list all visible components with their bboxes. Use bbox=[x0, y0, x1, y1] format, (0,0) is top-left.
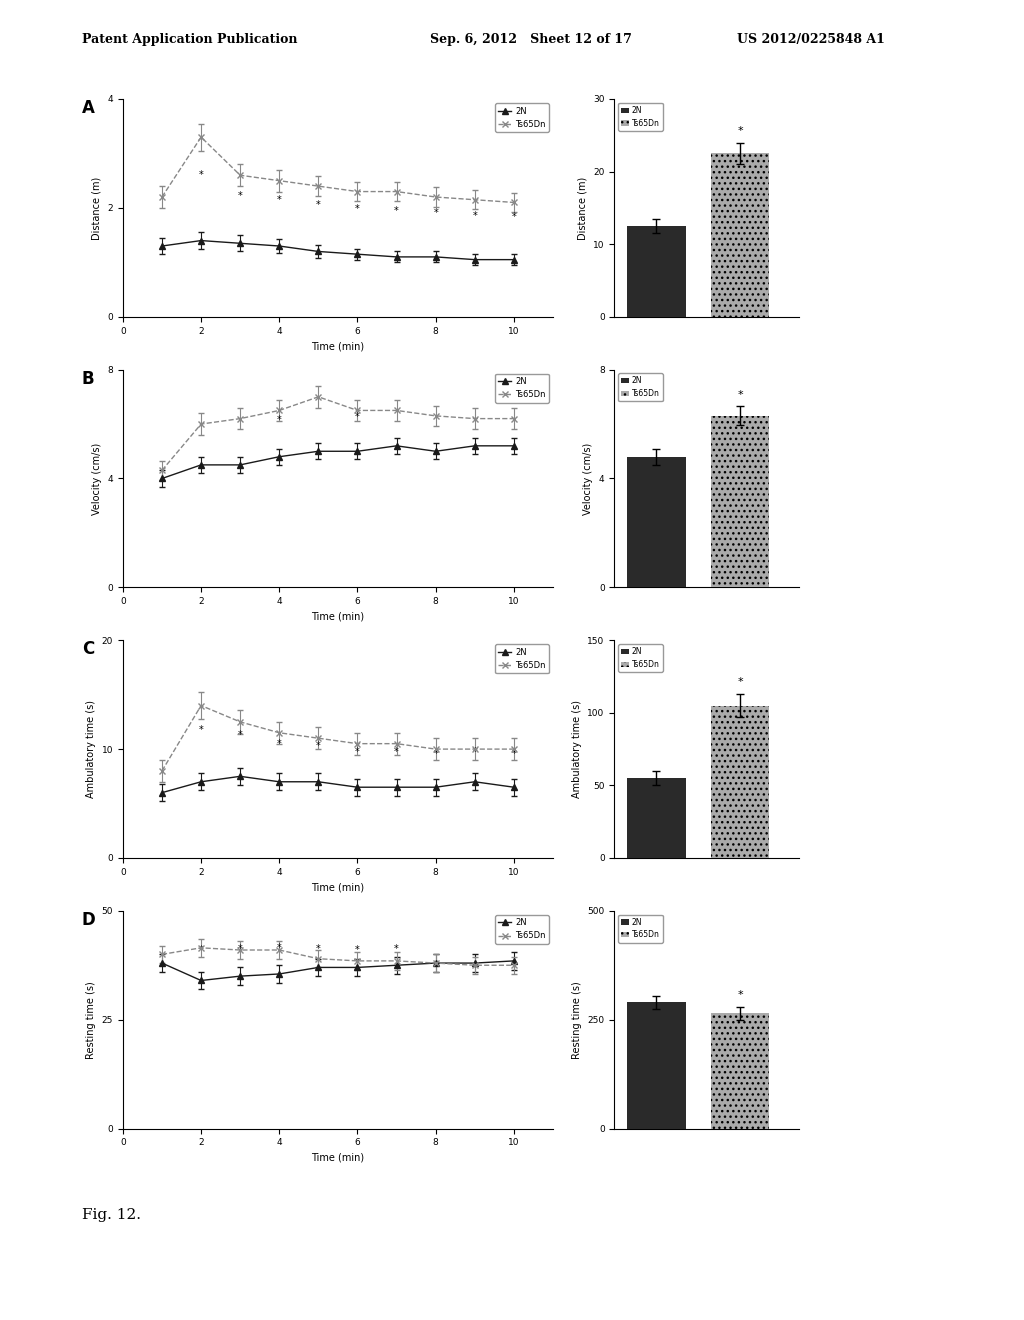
Text: Fig. 12.: Fig. 12. bbox=[82, 1208, 141, 1222]
X-axis label: Time (min): Time (min) bbox=[311, 611, 365, 622]
Text: D: D bbox=[82, 911, 95, 929]
Text: *: * bbox=[472, 211, 477, 220]
Text: *: * bbox=[737, 677, 742, 688]
Y-axis label: Ambulatory time (s): Ambulatory time (s) bbox=[571, 700, 582, 799]
Text: *: * bbox=[238, 190, 243, 201]
Legend: 2N, Ts65Dn: 2N, Ts65Dn bbox=[618, 915, 663, 942]
Text: *: * bbox=[472, 747, 477, 756]
Legend: 2N, Ts65Dn: 2N, Ts65Dn bbox=[495, 103, 549, 132]
Text: *: * bbox=[355, 205, 359, 214]
Y-axis label: Velocity (cm/s): Velocity (cm/s) bbox=[584, 442, 593, 515]
Text: *: * bbox=[316, 944, 321, 954]
Bar bbox=[711, 416, 769, 587]
Text: *: * bbox=[511, 750, 516, 759]
Text: *: * bbox=[394, 747, 399, 756]
Bar bbox=[711, 705, 769, 858]
Text: Patent Application Publication: Patent Application Publication bbox=[82, 33, 297, 46]
Text: *: * bbox=[238, 944, 243, 954]
X-axis label: Time (min): Time (min) bbox=[311, 882, 365, 892]
Text: US 2012/0225848 A1: US 2012/0225848 A1 bbox=[737, 33, 885, 46]
Text: *: * bbox=[433, 209, 438, 218]
Text: *: * bbox=[316, 742, 321, 751]
Text: *: * bbox=[737, 389, 742, 400]
Y-axis label: Resting time (s): Resting time (s) bbox=[86, 981, 96, 1059]
X-axis label: Time (min): Time (min) bbox=[311, 1152, 365, 1163]
Y-axis label: Resting time (s): Resting time (s) bbox=[571, 981, 582, 1059]
Text: Sep. 6, 2012   Sheet 12 of 17: Sep. 6, 2012 Sheet 12 of 17 bbox=[430, 33, 632, 46]
Text: *: * bbox=[737, 990, 742, 1001]
Bar bbox=[711, 153, 769, 317]
Bar bbox=[627, 457, 686, 587]
Y-axis label: Velocity (cm/s): Velocity (cm/s) bbox=[92, 442, 101, 515]
Legend: 2N, Ts65Dn: 2N, Ts65Dn bbox=[618, 644, 663, 672]
Text: *: * bbox=[737, 125, 742, 136]
Text: *: * bbox=[511, 213, 516, 222]
Text: *: * bbox=[355, 412, 359, 422]
Text: *: * bbox=[355, 747, 359, 756]
Y-axis label: Ambulatory time (s): Ambulatory time (s) bbox=[86, 700, 96, 799]
Bar bbox=[711, 1014, 769, 1129]
Text: *: * bbox=[199, 725, 204, 735]
X-axis label: Time (min): Time (min) bbox=[311, 341, 365, 351]
Text: *: * bbox=[394, 206, 399, 215]
Text: B: B bbox=[82, 370, 94, 388]
Text: *: * bbox=[355, 945, 359, 956]
Y-axis label: Distance (m): Distance (m) bbox=[92, 177, 101, 239]
Bar bbox=[627, 1002, 686, 1129]
Text: C: C bbox=[82, 640, 94, 659]
Text: *: * bbox=[238, 730, 243, 741]
Text: *: * bbox=[433, 750, 438, 759]
Bar bbox=[627, 777, 686, 858]
Bar bbox=[627, 226, 686, 317]
Legend: 2N, Ts65Dn: 2N, Ts65Dn bbox=[495, 915, 549, 944]
Legend: 2N, Ts65Dn: 2N, Ts65Dn bbox=[495, 644, 549, 673]
Text: A: A bbox=[82, 99, 95, 117]
Text: *: * bbox=[276, 739, 282, 748]
Text: *: * bbox=[316, 201, 321, 210]
Legend: 2N, Ts65Dn: 2N, Ts65Dn bbox=[618, 374, 663, 401]
Legend: 2N, Ts65Dn: 2N, Ts65Dn bbox=[618, 103, 663, 131]
Text: *: * bbox=[199, 945, 204, 956]
Text: *: * bbox=[276, 944, 282, 953]
Text: *: * bbox=[394, 944, 399, 954]
Text: *: * bbox=[199, 170, 204, 180]
Y-axis label: Distance (m): Distance (m) bbox=[578, 177, 588, 239]
Text: *: * bbox=[276, 194, 282, 205]
Legend: 2N, Ts65Dn: 2N, Ts65Dn bbox=[495, 374, 549, 403]
Text: *: * bbox=[276, 414, 282, 425]
